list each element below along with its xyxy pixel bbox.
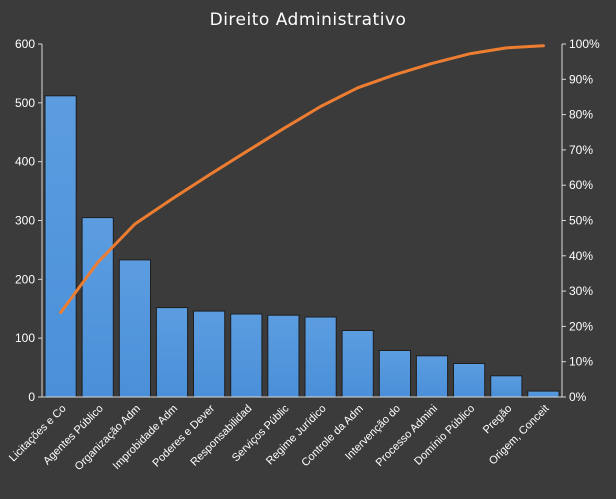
right-tick-label: 10% — [569, 355, 593, 369]
category-label: Pregão — [481, 403, 515, 437]
left-tick-label: 100 — [15, 331, 35, 345]
bar-3 — [155, 307, 189, 398]
right-tick-label: 100% — [569, 37, 600, 51]
right-tick-label: 20% — [569, 319, 593, 333]
bar-11 — [453, 363, 486, 398]
bar-9 — [378, 350, 411, 398]
bar-12 — [490, 375, 523, 398]
left-tick-label: 500 — [15, 96, 35, 110]
left-tick-label: 200 — [15, 272, 35, 286]
right-tick-label: 0% — [569, 390, 587, 404]
left-tick-label: 300 — [15, 214, 35, 228]
right-axis-ticks: 0% 10% 20% 30% 40% 50% 60% 70% 80% 90% 100% — [562, 37, 600, 404]
right-tick-label: 30% — [569, 284, 593, 298]
category-label: Organização Adm — [73, 403, 143, 473]
bar-6 — [267, 314, 300, 398]
bar-series — [44, 95, 560, 398]
right-tick-label: 60% — [569, 178, 593, 192]
bar-8 — [341, 330, 374, 398]
right-tick-label: 90% — [569, 72, 593, 86]
category-label: Improbidade Adm — [111, 403, 180, 472]
bar-10 — [415, 355, 449, 398]
cumulative-line — [59, 44, 545, 315]
cumulative-line-series — [59, 44, 545, 315]
right-tick-label: 50% — [569, 214, 593, 228]
right-tick-label: 70% — [569, 143, 593, 157]
bar-0 — [44, 95, 77, 398]
left-tick-label: 0 — [28, 390, 35, 404]
left-tick-label: 600 — [15, 37, 35, 51]
right-tick-label: 80% — [569, 108, 593, 122]
bar-1 — [81, 217, 114, 398]
left-axis-ticks: 0 100 200 300 400 500 600 — [15, 37, 42, 404]
bar-13 — [527, 390, 560, 398]
bar-2 — [118, 259, 152, 398]
bar-5 — [230, 313, 263, 398]
chart-title: Direito Administrativo — [210, 10, 407, 30]
bar-7 — [304, 316, 337, 398]
right-tick-label: 40% — [569, 249, 593, 263]
bar-4 — [193, 310, 226, 398]
left-tick-label: 400 — [15, 155, 35, 169]
